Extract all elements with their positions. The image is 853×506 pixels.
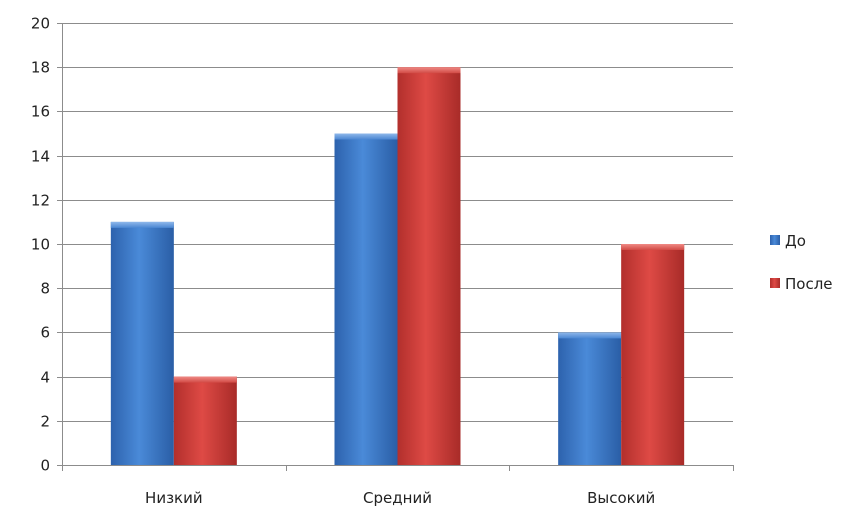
legend: До После: [770, 232, 833, 293]
y-tick-label: 6: [40, 324, 50, 342]
bar-top-bevel: [397, 67, 461, 74]
y-tick-label: 4: [40, 369, 50, 387]
y-tick-label: 14: [31, 148, 50, 166]
y-tick-label: 16: [31, 103, 50, 121]
legend-label-do: До: [785, 232, 806, 250]
legend-swatch-do: [770, 235, 780, 245]
y-tick-label: 20: [31, 15, 50, 33]
legend-swatch-posle: [770, 278, 780, 288]
bar-posle-1: [173, 376, 237, 465]
x-tick-label: Низкий: [145, 489, 203, 506]
y-tick-label: 10: [31, 236, 50, 254]
bar-top-bevel: [334, 133, 398, 140]
y-tick-label: 0: [40, 457, 50, 475]
x-tick-label: Средний: [363, 489, 432, 506]
axes: [57, 23, 734, 471]
legend-label-posle: После: [785, 275, 833, 293]
y-tick-label: 12: [31, 192, 50, 210]
x-tick-labels: Низкий Средний Высокий: [145, 489, 655, 506]
bar-top-bevel: [558, 332, 622, 339]
y-tick-label: 2: [40, 413, 50, 431]
bar-posle-2: [397, 67, 461, 465]
x-tick-label: Высокий: [587, 489, 655, 506]
bar-do-3: [558, 332, 622, 465]
y-tick-label: 8: [40, 280, 50, 298]
bar-do-2: [334, 133, 398, 465]
bar-top-bevel: [110, 221, 174, 228]
bar-do-1: [110, 221, 174, 465]
bar-top-bevel: [173, 376, 237, 383]
bars: [110, 67, 685, 465]
y-tick-label: 18: [31, 59, 50, 77]
y-tick-labels: 0 2 4 6 8 10 12 14 16 18 20: [31, 15, 50, 475]
bar-posle-3: [621, 244, 685, 465]
bar-top-bevel: [621, 244, 685, 250]
